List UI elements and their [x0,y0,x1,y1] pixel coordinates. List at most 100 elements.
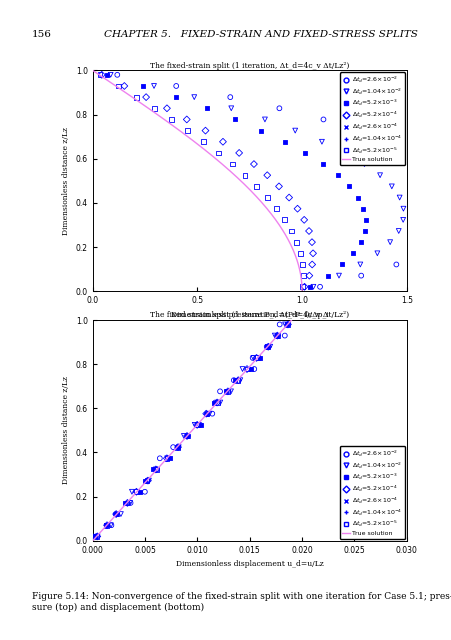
Point [284,319,291,330]
Point [275,103,282,113]
Point [139,81,146,91]
Point [210,397,217,408]
Point [150,103,157,113]
Point [143,476,151,486]
Point [335,271,342,281]
Point [273,330,281,340]
Point [172,92,179,102]
Point [232,159,239,169]
Point [141,476,148,486]
Point [213,397,221,408]
Point [305,271,312,281]
Point [283,319,290,330]
Point [223,386,230,396]
Point [216,397,223,408]
Point [241,170,248,180]
Point [376,170,383,180]
Point [153,465,160,475]
Point [263,193,270,203]
Point [230,375,237,385]
Point [112,509,119,519]
Point [121,498,129,508]
Point [163,453,170,463]
Point [234,375,241,385]
Point [144,476,151,486]
Point [157,103,165,113]
Point [208,408,216,419]
Point [193,420,201,430]
Point [273,330,280,340]
Point [420,148,427,158]
Point [152,465,160,475]
Point [373,248,380,259]
Point [133,486,140,497]
Point [219,136,226,147]
Point [267,193,275,203]
Point [127,498,134,508]
Point [172,81,179,91]
Point [202,125,209,136]
Point [214,148,221,158]
Point [304,248,311,259]
Point [253,170,261,180]
Point [309,282,316,292]
Y-axis label: Dimensionless distance z/Lz: Dimensionless distance z/Lz [62,376,70,484]
Point [281,319,288,330]
Point [174,442,181,452]
Point [299,282,307,292]
Point [115,81,122,91]
Point [113,509,120,519]
Point [228,159,235,169]
Point [103,520,110,531]
Point [306,282,313,292]
Point [442,159,450,169]
Point [271,330,278,340]
Point [395,193,402,203]
Point [98,70,105,80]
Point [233,375,240,385]
Point [170,115,178,125]
Point [281,136,288,147]
Point [303,271,310,281]
Point [265,181,272,191]
Point [183,431,190,441]
Point [239,364,246,374]
Point [103,520,110,531]
Point [97,70,104,80]
Point [264,342,271,352]
Point [213,397,220,408]
Point [93,531,101,541]
Point [276,319,283,330]
Point [292,237,299,247]
Point [169,442,176,452]
Point [196,420,203,430]
Point [223,386,230,396]
Point [323,271,331,281]
Point [226,148,233,158]
Point [193,420,200,430]
Point [126,498,133,508]
Point [299,282,306,292]
Point [399,204,406,214]
Point [356,237,364,247]
X-axis label: Dimensionless displacement u_d=u/Lz: Dimensionless displacement u_d=u/Lz [175,560,323,568]
Point [316,282,323,292]
Point [300,271,308,281]
Point [96,70,103,80]
Point [122,498,129,508]
Point [203,408,210,419]
Point [333,170,341,180]
Point [91,531,98,541]
Point [301,148,308,158]
Point [211,136,218,147]
Point [218,148,226,158]
Point [163,453,170,463]
Point [296,248,304,259]
Point [213,397,220,408]
Point [297,226,304,236]
Point [318,159,326,169]
Point [134,92,142,102]
Point [180,431,187,441]
Point [308,237,315,247]
Point [284,215,291,225]
